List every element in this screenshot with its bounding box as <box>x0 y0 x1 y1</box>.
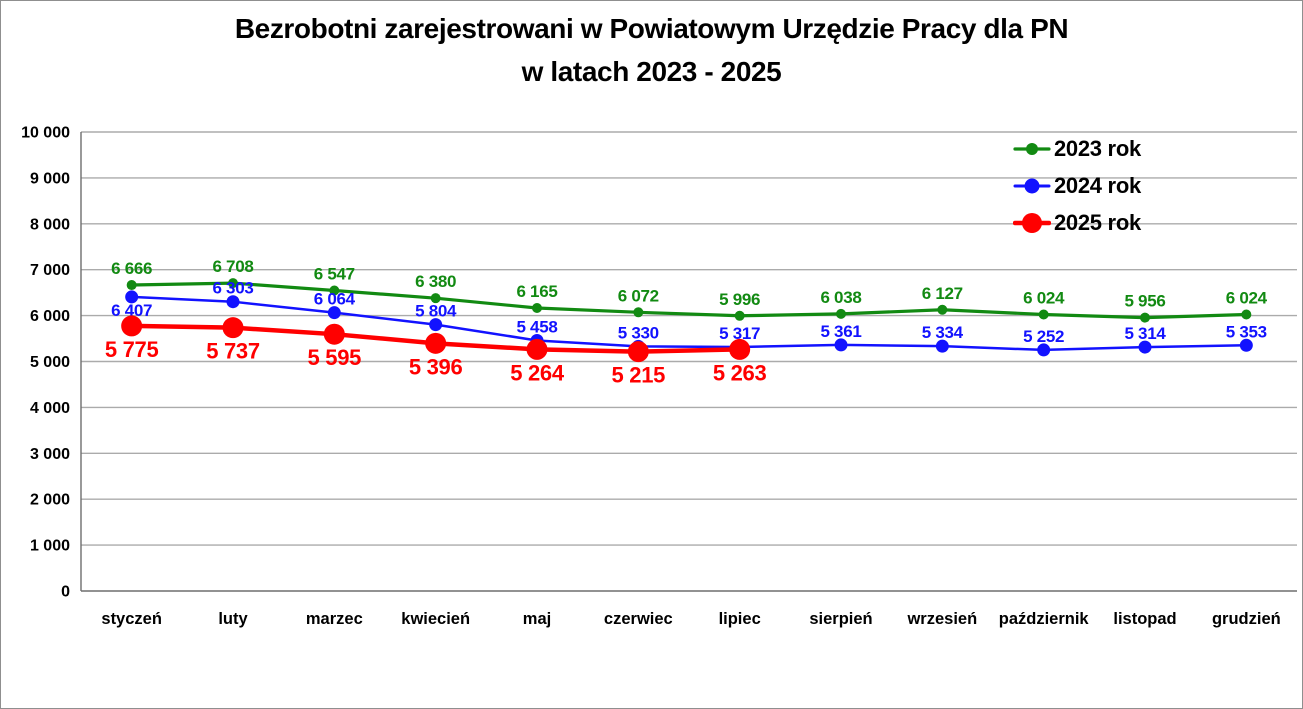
data-point-marker <box>425 332 447 354</box>
data-point-marker <box>1138 340 1152 354</box>
data-point-label: 5 804 <box>415 302 457 321</box>
data-point-label: 6 380 <box>415 272 456 291</box>
data-point-marker <box>526 338 548 360</box>
data-point-label: 5 996 <box>719 290 760 309</box>
data-point-marker <box>729 338 751 360</box>
x-axis-label: luty <box>218 610 248 628</box>
x-axis-label: wrzesień <box>906 610 977 628</box>
data-point-marker <box>125 290 139 304</box>
data-point-label: 5 215 <box>612 363 666 388</box>
data-point-marker <box>126 280 137 291</box>
data-point-marker <box>429 318 443 332</box>
x-axis-label: październik <box>999 610 1090 628</box>
x-axis-label: sierpień <box>809 610 872 628</box>
y-axis-tick-label: 0 <box>61 584 70 601</box>
y-axis-tick-label: 8 000 <box>30 216 70 233</box>
data-point-marker <box>633 307 644 318</box>
y-axis-tick-label: 6 000 <box>30 308 70 325</box>
legend-marker-2024-icon <box>1013 178 1051 194</box>
data-point-marker <box>734 310 745 321</box>
data-point-label: 5 458 <box>516 317 557 336</box>
data-point-marker <box>228 278 238 289</box>
data-point-label: 5 396 <box>409 354 463 379</box>
data-point-label: 6 165 <box>516 282 557 301</box>
x-axis-label: czerwiec <box>604 610 673 628</box>
data-point-label: 6 064 <box>314 290 356 309</box>
legend-marker-2025-icon <box>1013 213 1051 233</box>
data-point-label: 6 072 <box>618 286 659 305</box>
data-point-label: 6 024 <box>1226 288 1268 307</box>
legend-entry-2025: 2025 rok <box>1013 208 1141 238</box>
data-point-label: 5 775 <box>105 337 159 362</box>
y-axis-tick-label: 2 000 <box>30 492 70 509</box>
y-axis-tick-label: 5 000 <box>30 354 70 371</box>
legend-label-2023: 2023 rok <box>1054 136 1141 161</box>
data-point-marker <box>121 315 143 337</box>
data-point-marker <box>627 341 649 363</box>
data-point-label: 5 263 <box>713 360 767 385</box>
data-point-label: 6 407 <box>111 301 152 320</box>
data-point-marker <box>222 317 244 339</box>
data-point-label: 6 666 <box>111 259 152 278</box>
y-axis-tick-label: 3 000 <box>30 446 70 463</box>
data-point-label: 6 303 <box>212 279 253 298</box>
data-point-label: 5 737 <box>206 339 260 364</box>
legend-label-2024: 2024 rok <box>1054 173 1141 198</box>
data-point-label: 6 024 <box>1023 288 1065 307</box>
data-point-marker <box>935 339 949 353</box>
data-point-label: 5 314 <box>1124 324 1166 343</box>
data-point-label: 5 317 <box>719 324 760 343</box>
data-point-marker <box>1241 309 1252 320</box>
data-point-label: 6 127 <box>922 284 963 303</box>
x-axis-label: maj <box>523 610 551 628</box>
data-point-marker <box>1239 338 1253 352</box>
y-axis-tick-label: 7 000 <box>30 262 70 279</box>
x-axis-label: styczeń <box>101 610 162 628</box>
y-axis-tick-label: 1 000 <box>30 538 70 555</box>
y-axis-tick-label: 10 000 <box>21 125 70 142</box>
x-axis-label: marzec <box>306 610 363 628</box>
data-point-marker <box>327 306 341 320</box>
data-point-label: 5 353 <box>1226 322 1267 341</box>
legend-entry-2024: 2024 rok <box>1013 171 1141 201</box>
data-point-marker <box>430 293 441 304</box>
legend-marker-2023-icon <box>1013 143 1051 155</box>
x-axis-label: lipiec <box>719 610 761 628</box>
data-point-label: 6 547 <box>314 264 355 283</box>
data-point-marker <box>937 304 948 315</box>
legend-label-2025: 2025 rok <box>1054 210 1141 235</box>
x-axis-label: listopad <box>1113 610 1176 628</box>
series-line-2023-rok <box>130 281 1248 320</box>
data-point-marker <box>1140 312 1150 323</box>
data-point-marker <box>329 285 340 296</box>
data-point-label: 6 708 <box>212 257 253 276</box>
data-point-label: 5 330 <box>618 323 659 342</box>
y-axis-tick-label: 9 000 <box>30 170 70 187</box>
data-point-marker <box>323 323 345 345</box>
y-axis-tick-label: 4 000 <box>30 400 70 417</box>
data-point-label: 5 956 <box>1124 292 1165 311</box>
data-point-marker <box>226 295 240 309</box>
data-point-label: 5 252 <box>1023 327 1064 346</box>
data-point-label: 5 595 <box>308 345 362 370</box>
data-point-label: 6 038 <box>820 288 861 307</box>
data-point-marker <box>1037 343 1051 357</box>
x-axis-label: grudzień <box>1212 610 1281 628</box>
data-point-label: 5 334 <box>922 323 964 342</box>
data-point-label: 5 264 <box>510 360 565 385</box>
legend-entry-2023: 2023 rok <box>1013 134 1141 164</box>
series-line-2024-rok <box>130 295 1248 352</box>
data-point-marker <box>532 303 542 314</box>
data-point-label: 5 361 <box>820 322 861 341</box>
data-point-marker <box>836 308 846 319</box>
data-point-marker <box>834 338 848 352</box>
x-axis-label: kwiecień <box>401 610 470 628</box>
data-point-marker <box>1038 309 1049 320</box>
